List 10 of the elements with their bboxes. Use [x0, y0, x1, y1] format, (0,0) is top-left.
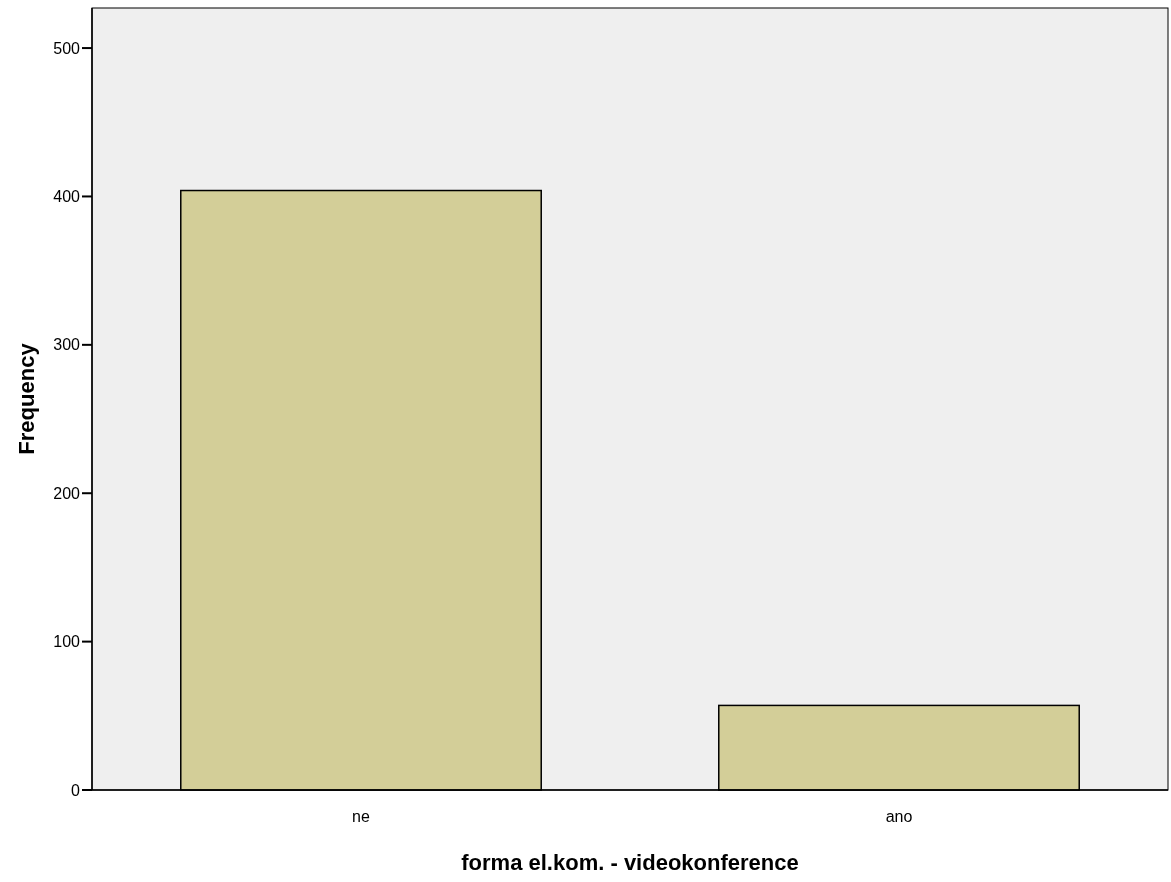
x-axis-title: forma el.kom. - videokonference [461, 850, 799, 875]
y-axis-title: Frequency [14, 342, 39, 455]
y-tick-label: 400 [53, 188, 81, 206]
y-tick-label: 0 [71, 781, 81, 799]
x-tick-label: ne [352, 808, 370, 825]
y-tick-label: 100 [53, 633, 81, 651]
x-tick-label: ano [885, 808, 913, 825]
y-tick-label: 200 [53, 484, 81, 502]
y-tick-label: 300 [53, 336, 81, 354]
y-tick-label: 500 [53, 39, 81, 57]
